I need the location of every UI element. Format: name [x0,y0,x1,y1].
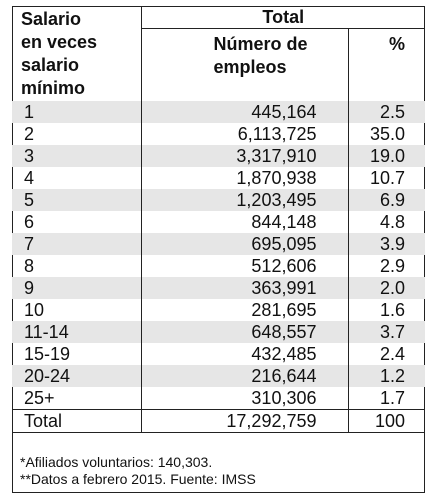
job-count-cell: 310,306 [141,387,349,410]
total-row: Total 17,292,759 100 [12,409,426,433]
salary-multiple-cell: 1 [12,101,142,123]
table-row: 2 6,113,725 35.0 [12,123,425,145]
row-label-line: en veces [21,32,98,52]
job-count-cell: 512,606 [141,255,349,277]
table-row: 5 1,203,495 6.9 [12,189,426,211]
count-column-header: Número de empleos [141,28,349,101]
job-count-cell: 844,148 [141,211,349,233]
footnote: *Afiliados voluntarios: 140,303. [20,454,213,470]
footnote: **Datos a febrero 2015. Fuente: IMSS [20,471,256,487]
percent-cell: 10.7 [369,168,406,188]
row-label-header: Salario en veces salario mínimo [12,6,142,101]
job-count-cell: 17,292,759 [141,409,349,433]
percent-cell: 3.9 [348,233,426,255]
salary-table: Salario en veces salario mínimo Total Nú… [12,6,426,433]
salary-multiple-cell: 8 [12,255,142,277]
percent-cell: 2.5 [348,101,426,123]
percent-cell: 2.9 [379,256,406,276]
footnotes: *Afiliados voluntarios: 140,303. **Datos… [20,454,256,488]
salary-multiple-cell: 7 [12,233,142,255]
percent-cell: 100 [348,409,426,433]
count-header-line: empleos [213,57,287,77]
salary-multiple-cell: 25+ [12,387,142,410]
salary-multiple-cell: 3 [12,145,142,167]
table-row: 8 512,606 2.9 [12,255,425,277]
table-row: 10 281,695 1.6 [12,299,425,321]
table-row: 11-14 648,557 3.7 [12,321,426,343]
salary-multiple-cell: 5 [12,189,142,211]
percent-cell: 1.7 [379,388,406,408]
percent-column-header: % [389,34,406,54]
percent-cell: 3.7 [348,321,426,343]
table-row: 1 445,164 2.5 [12,101,426,123]
percent-cell: 6.9 [348,189,426,211]
salary-multiple-cell: 6 [12,211,142,233]
percent-cell: 1.2 [348,365,426,387]
salary-multiple-cell: 10 [12,299,142,321]
table-row: 9 363,991 2.0 [12,277,426,299]
percent-cell: 2.0 [348,277,426,299]
percent-cell: 35.0 [369,124,406,144]
percent-cell: 2.4 [379,344,406,364]
percent-cell: 4.8 [379,212,406,232]
salary-multiple-cell: 15-19 [12,343,142,365]
job-count-cell: 216,644 [141,365,349,387]
table-row: 4 1,870,938 10.7 [12,167,425,189]
row-label-line: Salario [21,9,82,29]
percent-cell: 19.0 [348,145,426,167]
salary-multiple-cell: 2 [12,123,142,145]
table-row: 20-24 216,644 1.2 [12,365,426,387]
job-count-cell: 695,095 [141,233,349,255]
salary-multiple-cell: Total [12,409,142,433]
row-label-line: salario [21,55,80,75]
count-header-line: Número de [213,34,308,54]
table-row: 25+ 310,306 1.7 [12,387,425,410]
table-header: Salario en veces salario mínimo Total Nú… [12,6,426,101]
table-row: 15-19 432,485 2.4 [12,343,425,365]
salary-multiple-cell: 9 [12,277,142,299]
salary-multiple-cell: 20-24 [12,365,142,387]
table-row: 3 3,317,910 19.0 [12,145,426,167]
salary-multiple-cell: 4 [12,167,142,189]
job-count-cell: 648,557 [141,321,349,343]
job-count-cell: 432,485 [141,343,349,365]
job-count-cell: 281,695 [141,299,349,321]
table-body: 1 445,164 2.5 2 6,113,725 35.0 3 3,317,910 19.0 4… [12,101,426,433]
table-row: 7 695,095 3.9 [12,233,426,255]
group-header-total: Total [141,6,426,29]
table-row: 6 844,148 4.8 [12,211,425,233]
job-count-cell: 3,317,910 [141,145,349,167]
job-count-cell: 6,113,725 [141,123,349,145]
job-count-cell: 445,164 [141,101,349,123]
salary-multiple-cell: 11-14 [12,321,142,343]
job-count-cell: 363,991 [141,277,349,299]
job-count-cell: 1,870,938 [141,167,349,189]
job-count-cell: 1,203,495 [141,189,349,211]
row-label-line: mínimo [21,78,86,98]
percent-cell: 1.6 [379,300,406,320]
